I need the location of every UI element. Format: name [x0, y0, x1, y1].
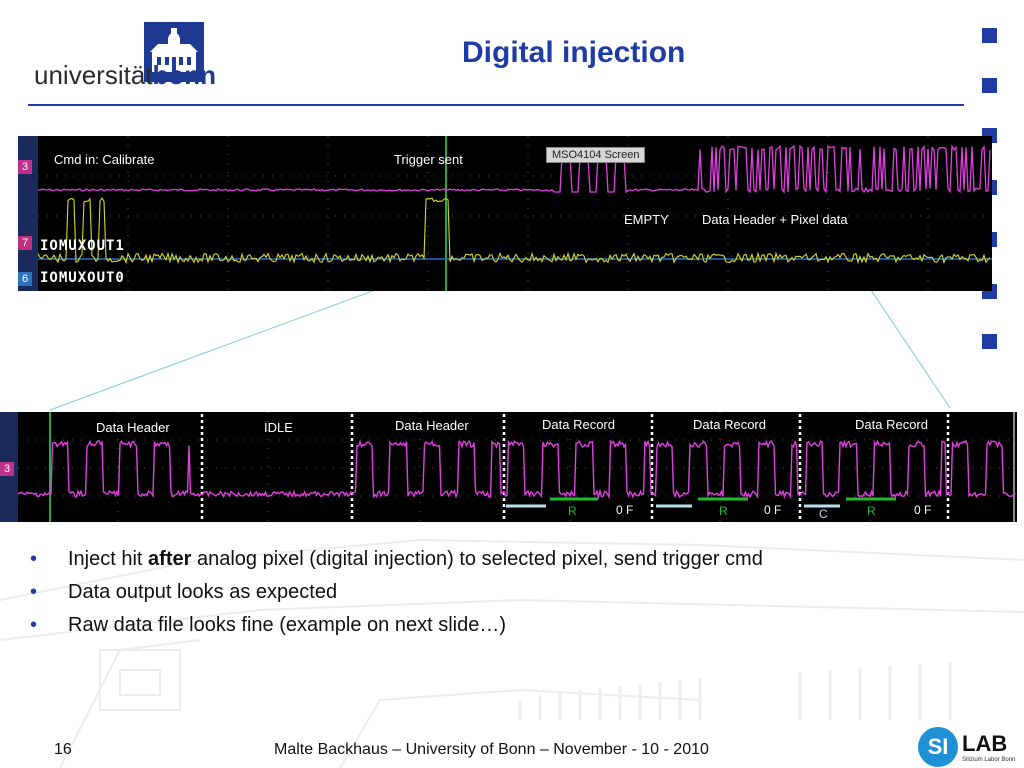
- channel-marker-3: 3: [18, 160, 32, 174]
- deco-square: [982, 78, 997, 93]
- deco-square: [982, 334, 997, 349]
- field-0f: 0 F: [914, 503, 932, 517]
- field-0f: 0 F: [616, 503, 634, 517]
- segment-label: Data Record: [693, 417, 766, 432]
- bullet-item: • Inject hit after analog pixel (digital…: [30, 548, 763, 571]
- channel-label-iomuxout0: IOMUXOUT0: [40, 270, 125, 286]
- field-c: C: [819, 507, 828, 521]
- bullet-marker: •: [30, 614, 38, 636]
- bullet-text: Data output looks as expected: [68, 581, 338, 603]
- channel-label-iomuxout1: IOMUXOUT1: [40, 238, 125, 254]
- trace-yellow: [37, 197, 991, 265]
- slide-title: Digital injection: [462, 36, 686, 69]
- silab-subtitle: Silizium Labor Bonn: [962, 757, 1016, 763]
- zoom-waveform: [17, 439, 1016, 500]
- logo-wordmark: universitätbonn: [34, 60, 217, 90]
- segment-label: Data Record: [542, 417, 615, 432]
- bullet-text: Raw data file looks fine (example on nex…: [68, 614, 506, 636]
- bullet-item: • Data output looks as expected: [30, 581, 763, 604]
- silab-logo: SI LAB Silizium Labor Bonn: [918, 727, 1024, 768]
- waveform-traces: [37, 143, 991, 265]
- page-number: 16: [54, 741, 72, 758]
- annotation-trigger: Trigger sent: [394, 152, 463, 167]
- bullet-item: • Raw data file looks fine (example on n…: [30, 614, 763, 637]
- field-0f: 0 F: [764, 503, 782, 517]
- bullet-marker: •: [30, 548, 38, 570]
- title-divider: [28, 104, 964, 106]
- building-icon: [144, 22, 204, 82]
- segment-label: IDLE: [264, 420, 293, 435]
- silab-wordmark: LAB: [962, 731, 1008, 756]
- bullet-list: • Inject hit after analog pixel (digital…: [30, 548, 763, 647]
- channel-marker-6: 6: [18, 272, 32, 286]
- field-r: R: [867, 504, 876, 518]
- channel-marker-3: 3: [0, 462, 14, 476]
- bullet-text: analog pixel (digital injection) to sele…: [191, 548, 763, 570]
- zoom-trace-magenta: [17, 439, 1016, 500]
- field-r: R: [568, 504, 577, 518]
- channel-marker-7: 7: [18, 236, 32, 250]
- annotation-header-pixel: Data Header + Pixel data: [702, 212, 848, 227]
- segment-label: Data Record: [855, 417, 928, 432]
- bullet-emphasis: after: [148, 548, 192, 570]
- bullet-marker: •: [30, 581, 38, 603]
- footer-credit: Malte Backhaus – University of Bonn – No…: [274, 741, 709, 758]
- oscilloscope-overview: Cmd in: Calibrate Trigger sent EMPTY Dat…: [18, 136, 992, 291]
- trace-magenta: [37, 143, 991, 195]
- silab-si-mark: SI: [918, 727, 958, 767]
- field-r: R: [719, 504, 728, 518]
- segment-label: Data Header: [395, 418, 469, 433]
- deco-square: [982, 28, 997, 43]
- annotation-cmd: Cmd in: Calibrate: [54, 152, 155, 167]
- annotation-empty: EMPTY: [624, 212, 669, 227]
- oscilloscope-zoom: Data Header IDLE Data Header Data Record…: [0, 412, 1017, 522]
- university-logo: universitätbonn: [30, 22, 216, 90]
- scope-screen-badge: MSO4104 Screen: [546, 147, 646, 163]
- segment-label: Data Header: [96, 420, 170, 435]
- bullet-text: Inject hit: [68, 548, 149, 570]
